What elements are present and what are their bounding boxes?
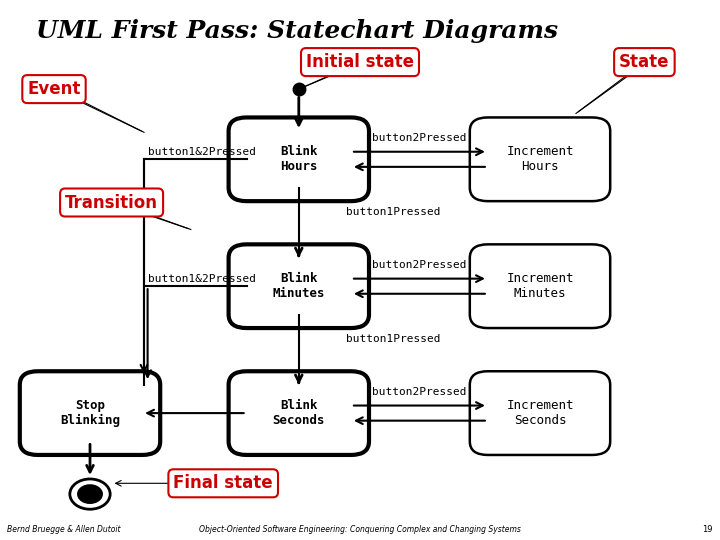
Text: button1Pressed: button1Pressed [346, 207, 440, 217]
Text: Final state: Final state [174, 474, 273, 492]
Text: Increment
Minutes: Increment Minutes [506, 272, 574, 300]
Text: button2Pressed: button2Pressed [372, 387, 467, 397]
Text: button2Pressed: button2Pressed [372, 133, 467, 143]
FancyBboxPatch shape [228, 372, 369, 455]
Text: Increment
Hours: Increment Hours [506, 145, 574, 173]
Text: button1&2Pressed: button1&2Pressed [148, 146, 256, 157]
Circle shape [78, 485, 102, 503]
Text: Blink
Hours: Blink Hours [280, 145, 318, 173]
Text: Object-Oriented Software Engineering: Conquering Complex and Changing Systems: Object-Oriented Software Engineering: Co… [199, 524, 521, 534]
Text: button2Pressed: button2Pressed [372, 260, 467, 270]
Text: Blink
Seconds: Blink Seconds [273, 399, 325, 427]
Text: button1&2Pressed: button1&2Pressed [148, 273, 256, 284]
Text: Stop
Blinking: Stop Blinking [60, 399, 120, 427]
FancyBboxPatch shape [469, 244, 610, 328]
FancyBboxPatch shape [469, 117, 610, 201]
FancyBboxPatch shape [228, 244, 369, 328]
Text: Initial state: Initial state [306, 53, 414, 71]
Text: Event: Event [27, 80, 81, 98]
FancyBboxPatch shape [20, 372, 160, 455]
Text: Transition: Transition [65, 193, 158, 212]
FancyBboxPatch shape [469, 372, 610, 455]
Text: Bernd Bruegge & Allen Dutoit: Bernd Bruegge & Allen Dutoit [7, 524, 121, 534]
FancyBboxPatch shape [228, 117, 369, 201]
Text: Blink
Minutes: Blink Minutes [273, 272, 325, 300]
Text: 19: 19 [702, 524, 713, 534]
Text: UML First Pass: Statechart Diagrams: UML First Pass: Statechart Diagrams [36, 19, 558, 43]
Text: Increment
Seconds: Increment Seconds [506, 399, 574, 427]
Text: button1Pressed: button1Pressed [346, 334, 440, 345]
Text: State: State [619, 53, 670, 71]
